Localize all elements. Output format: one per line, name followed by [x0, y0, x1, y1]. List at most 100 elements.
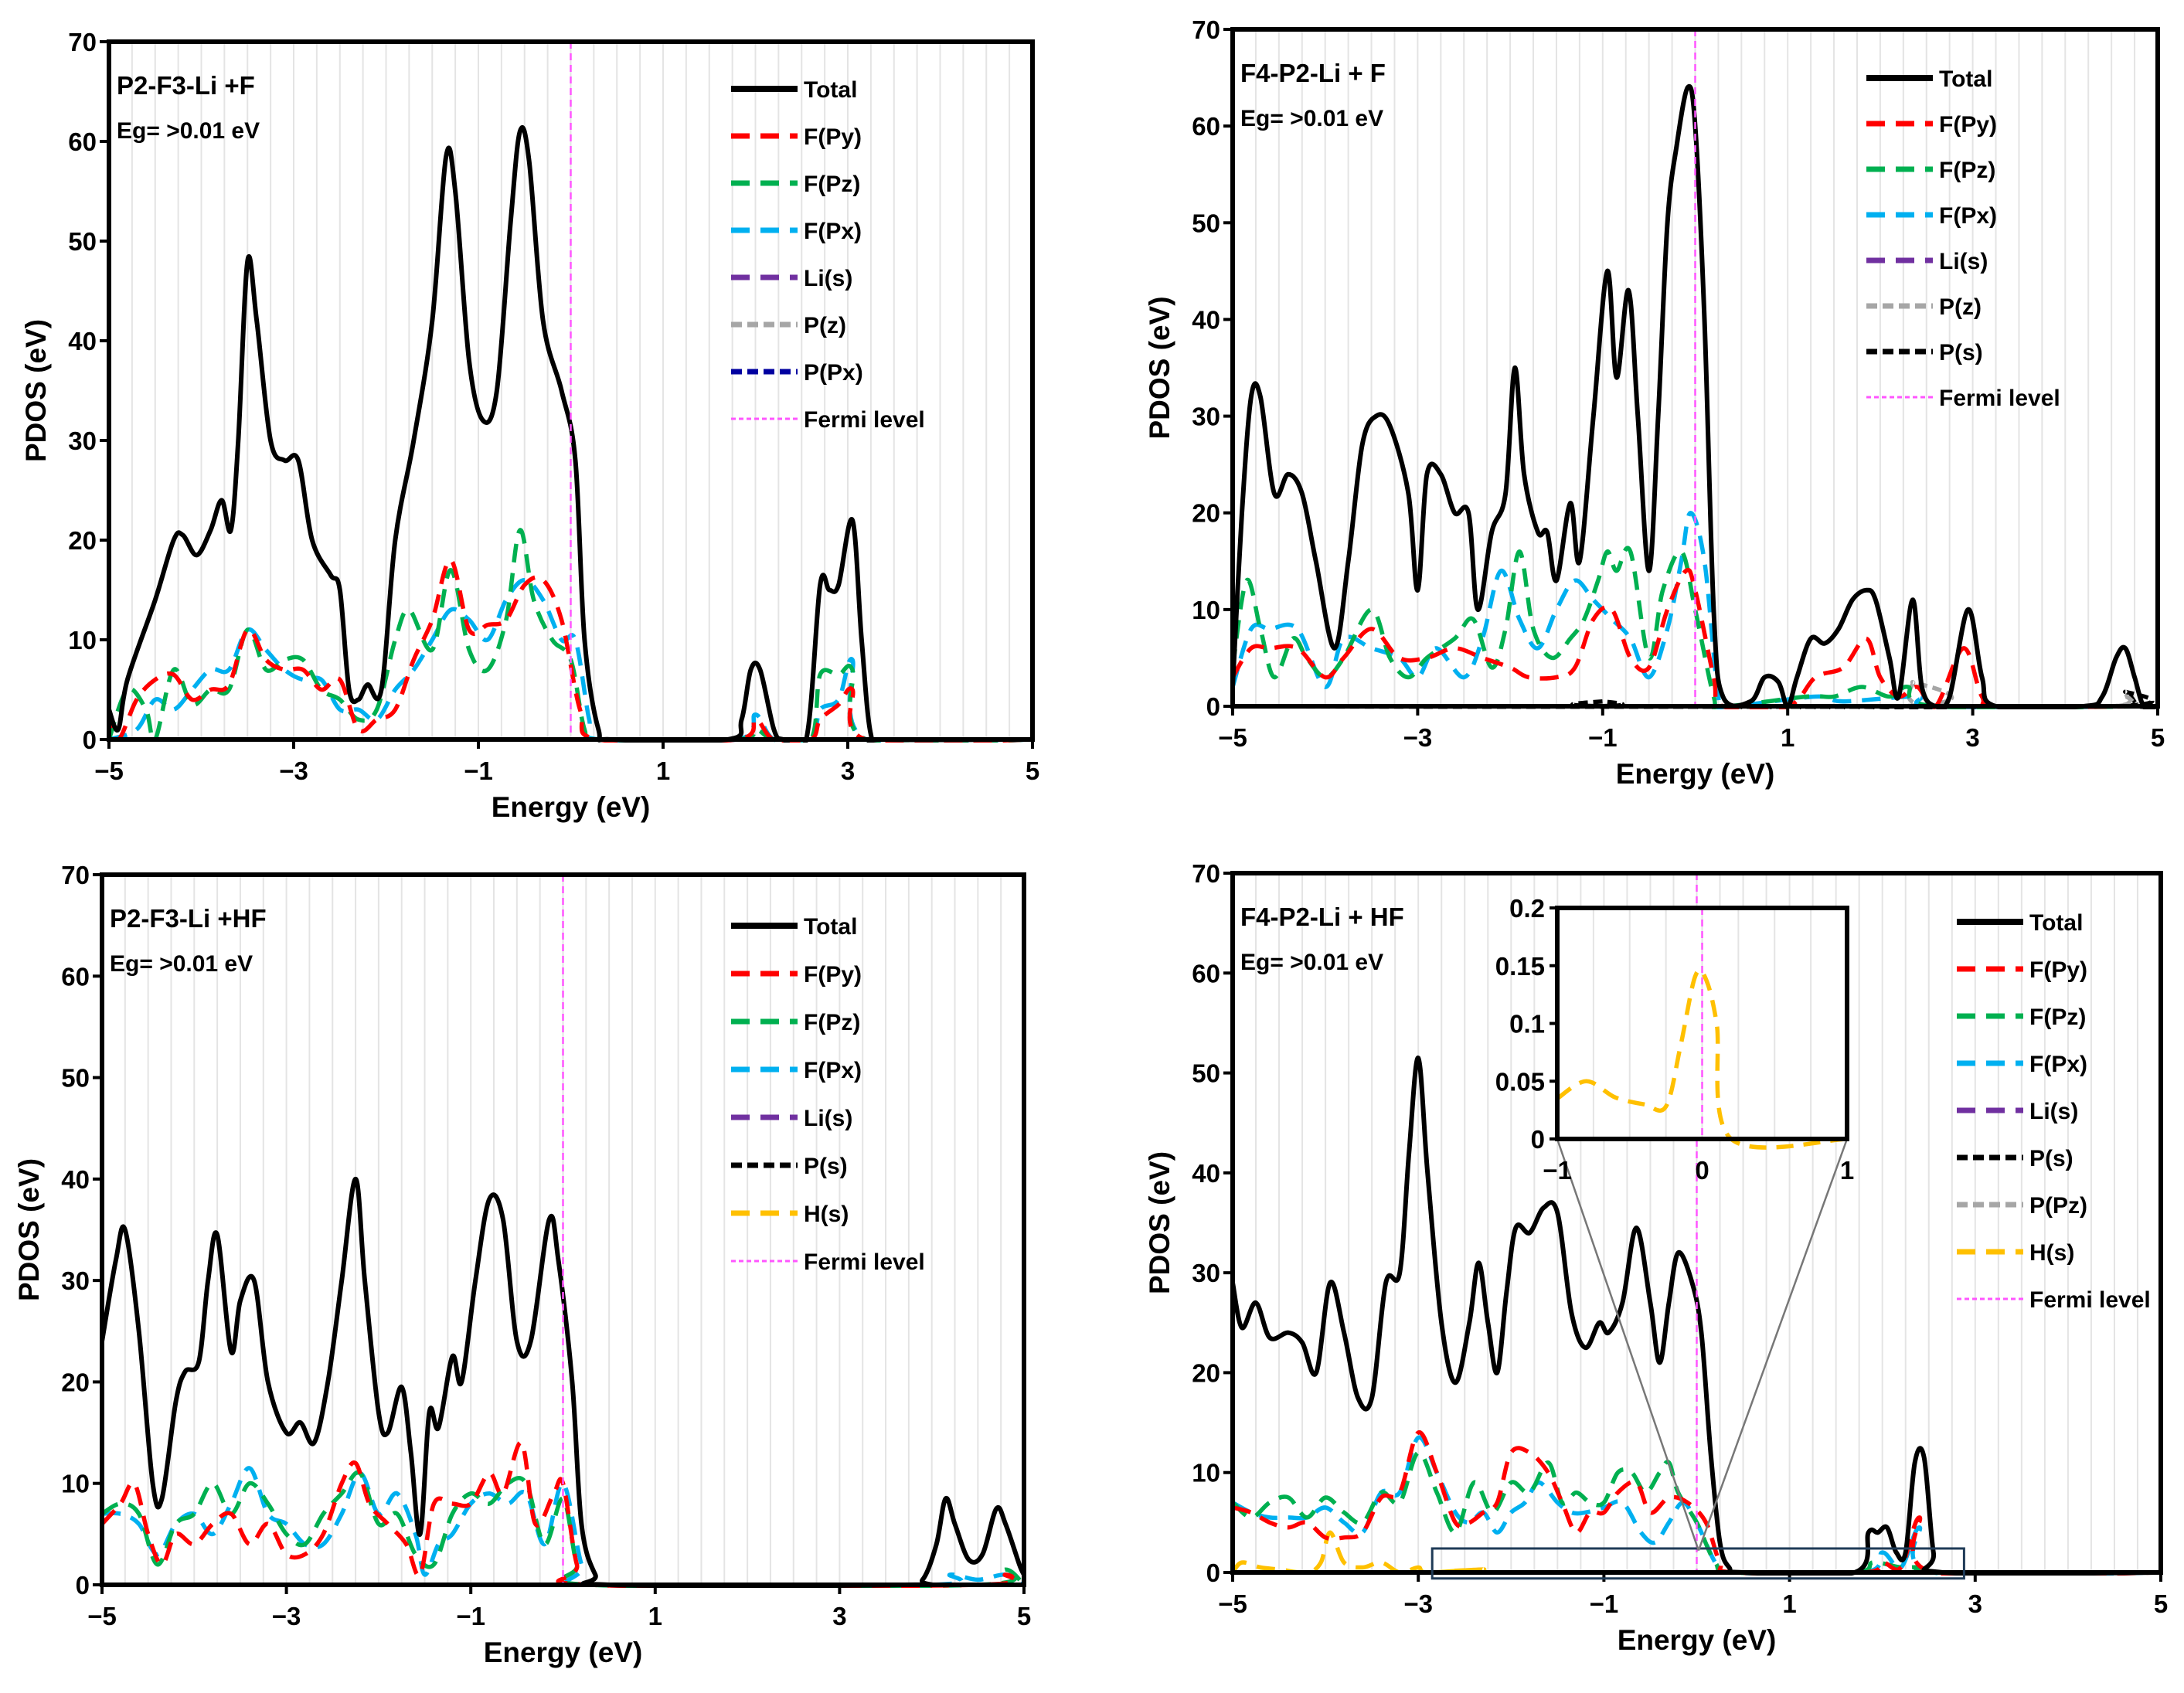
y-tick-label: 20 — [61, 1368, 90, 1396]
x-tick-label: −5 — [87, 1602, 117, 1630]
y-tick-label: 40 — [68, 327, 97, 355]
legend-label: F(Px) — [2029, 1052, 2087, 1077]
series-line-total — [1233, 1056, 2161, 1576]
y-tick-label: 60 — [1192, 959, 1220, 988]
x-axis-title: Energy (eV) — [484, 1637, 643, 1668]
zoom-connector-line — [1697, 1138, 1849, 1551]
legend: Total F(Py) F(Pz) F(Px) Li(s) P(s) P(Pz) H(s) Fe… — [1957, 910, 2151, 1313]
y-tick-label: 50 — [1192, 209, 1220, 237]
x-axis-title: Energy (eV) — [1616, 758, 1775, 790]
zoom-connector-line — [1556, 1138, 1700, 1551]
y-tick-label: 0 — [1206, 692, 1220, 721]
band-gap-label: Eg= >0.01 eV — [1240, 106, 1383, 131]
inset-y-tick-label: 0.1 — [1509, 1010, 1545, 1039]
legend-label: F(Py) — [804, 124, 862, 150]
legend-label: Li(s) — [804, 266, 852, 291]
y-tick-label: 20 — [1192, 499, 1220, 528]
inset-series-line-hs — [1556, 967, 1848, 1150]
x-tick-label: 5 — [2154, 1589, 2168, 1618]
legend-label: F(Py) — [804, 962, 862, 988]
legend-label: F(Py) — [2029, 957, 2087, 983]
plot-frame — [1230, 871, 2163, 1575]
y-tick-label: 10 — [1192, 596, 1220, 624]
inset-x-tick-label: 1 — [1840, 1156, 1854, 1185]
legend-label: Fermi level — [804, 407, 925, 433]
legend-label: Total — [1939, 66, 1992, 92]
legend-label: F(Px) — [804, 1058, 862, 1083]
y-tick-label: 30 — [1192, 403, 1220, 431]
y-tick-label: 50 — [61, 1064, 90, 1093]
panel-title: P2-F3-Li +F — [117, 71, 255, 100]
legend-label: Li(s) — [804, 1106, 852, 1131]
legend: Total F(Py) F(Pz) F(Px) Li(s) P(z) P(Px) Fermi … — [731, 77, 925, 433]
legend-label: P(s) — [1939, 340, 1983, 365]
x-tick-label: −5 — [94, 756, 124, 785]
x-tick-label: 5 — [1026, 756, 1039, 785]
y-tick-label: 10 — [68, 626, 97, 654]
x-tick-label: −5 — [1218, 723, 1247, 752]
series-line-fpy — [109, 558, 1032, 743]
legend: Total F(Py) F(Pz) F(Px) Li(s) P(s) H(s) Fermi l… — [731, 914, 925, 1275]
legend-label: Fermi level — [2029, 1287, 2151, 1313]
legend-label: H(s) — [804, 1202, 849, 1227]
series-line-fpz — [102, 1470, 1024, 1588]
legend-label: F(Px) — [1939, 203, 1997, 229]
y-tick-label: 70 — [1192, 15, 1220, 44]
y-tick-label: 20 — [1192, 1358, 1220, 1387]
plot-frame — [100, 872, 1026, 1587]
x-tick-label: −1 — [464, 756, 493, 785]
x-tick-label: 5 — [2151, 723, 2165, 752]
y-tick-label: 0 — [83, 726, 97, 754]
panel-title: P2-F3-Li +HF — [110, 904, 267, 933]
x-tick-label: 3 — [1965, 723, 1979, 752]
x-tick-label: 1 — [1782, 1589, 1796, 1618]
x-tick-label: −1 — [456, 1602, 485, 1630]
x-tick-label: −1 — [1588, 723, 1618, 752]
series-line-fpz — [109, 528, 1032, 743]
legend-label: P(Pz) — [2029, 1193, 2087, 1219]
panel-title: F4-P2-Li + HF — [1240, 903, 1404, 931]
series-line-fpx — [102, 1466, 1024, 1588]
legend-label: P(z) — [1939, 294, 1982, 320]
series-line-fpy — [1233, 567, 2158, 709]
legend-label: Li(s) — [1939, 249, 1988, 274]
y-tick-label: 30 — [68, 427, 97, 455]
y-tick-label: 70 — [61, 861, 90, 889]
y-axis-title: PDOS (eV) — [1144, 1151, 1175, 1294]
inset-x-tick-label: −1 — [1543, 1156, 1572, 1185]
plot-frame — [1230, 27, 2160, 709]
legend-label: F(Pz) — [804, 172, 860, 197]
legend-label: Fermi level — [804, 1249, 925, 1275]
legend-label: P(Px) — [804, 360, 863, 386]
legend-label: F(Pz) — [804, 1010, 860, 1035]
x-tick-label: −3 — [1403, 723, 1433, 752]
inset-chart: −1 0 100.050.10.150.2 — [1495, 894, 1854, 1551]
x-tick-label: 1 — [656, 756, 670, 785]
legend-label: P(s) — [2029, 1146, 2073, 1171]
legend-label: F(Py) — [1939, 112, 1997, 138]
y-tick-label: 40 — [1192, 305, 1220, 334]
inset-y-tick-label: 0 — [1531, 1125, 1545, 1154]
legend-label: Total — [804, 914, 857, 940]
y-axis-title: PDOS (eV) — [1144, 296, 1175, 439]
y-tick-label: 10 — [1192, 1459, 1220, 1487]
legend-label: P(s) — [804, 1154, 848, 1179]
x-tick-label: 1 — [648, 1602, 662, 1630]
legend-label: F(Pz) — [2029, 1005, 2086, 1030]
x-tick-label: −3 — [279, 756, 308, 785]
y-axis-title: PDOS (eV) — [13, 1158, 45, 1301]
inset-x-tick-label: 0 — [1695, 1156, 1709, 1185]
series-line-total — [109, 125, 1032, 743]
y-axis-title: PDOS (eV) — [20, 319, 52, 462]
y-tick-label: 70 — [1192, 859, 1220, 888]
legend-label: P(z) — [804, 313, 846, 338]
band-gap-label: Eg= >0.01 eV — [117, 118, 260, 144]
inset-y-tick-label: 0.15 — [1495, 952, 1545, 981]
legend: Total F(Py) F(Pz) F(Px) Li(s) P(z) P(s) Fermi l… — [1866, 66, 2060, 411]
x-tick-label: 3 — [841, 756, 855, 785]
